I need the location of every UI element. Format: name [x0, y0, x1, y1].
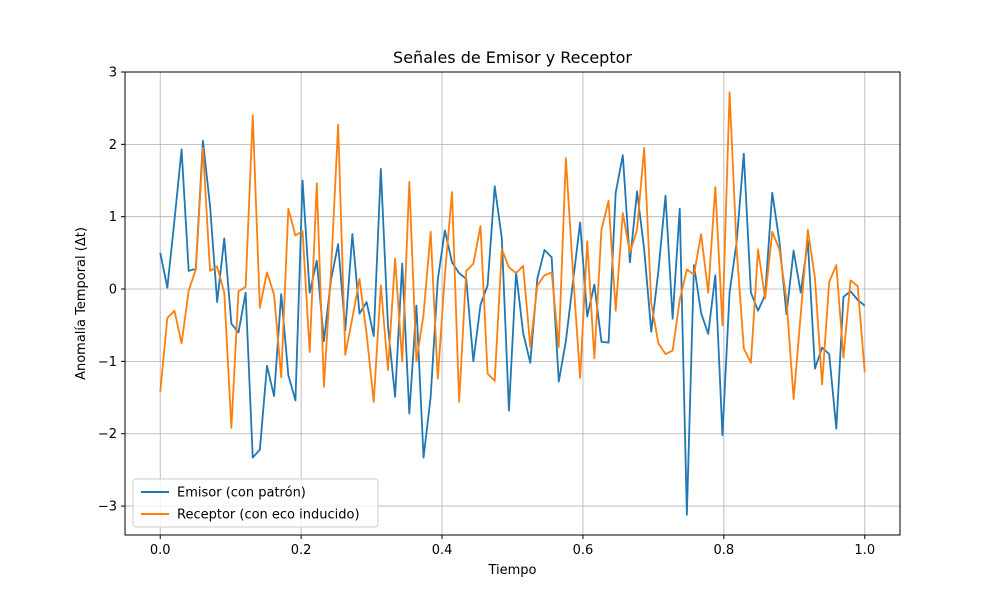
- x-tick-label: 0.0: [150, 543, 171, 558]
- y-tick-label: 0: [109, 283, 117, 298]
- x-tick-label: 0.4: [432, 543, 453, 558]
- y-tick-label: −3: [98, 500, 117, 515]
- y-tick-label: 3: [109, 66, 117, 81]
- ticks: 0.0 0.2 0.4 0.6 0.8 1.0 −3 −2 −1 0 1 2 3: [98, 66, 875, 559]
- y-tick-label: 1: [109, 210, 117, 225]
- legend-box: [132, 478, 379, 528]
- y-tick-label: 2: [109, 138, 117, 153]
- series-lines: [159, 91, 866, 516]
- y-tick-label: −2: [98, 427, 117, 442]
- x-tick-label: 0.2: [291, 543, 312, 558]
- x-tick-label: 0.8: [714, 543, 735, 558]
- axes-frame: [124, 71, 901, 536]
- x-axis-label: Tiempo: [487, 563, 536, 578]
- x-tick-label: 1.0: [854, 543, 875, 558]
- series-line-receptor: [159, 91, 866, 429]
- legend-label-emisor: Emisor (con patrón): [177, 486, 306, 501]
- y-axis-label: Anomalía Temporal (Δt): [74, 227, 89, 380]
- legend: Emisor (con patrón) Receptor (con eco in…: [132, 478, 379, 528]
- y-tick-label: −1: [98, 355, 117, 370]
- legend-label-receptor: Receptor (con eco inducido): [177, 508, 360, 523]
- x-tick-label: 0.6: [573, 543, 594, 558]
- chart-title: Señales de Emisor y Receptor: [393, 48, 632, 67]
